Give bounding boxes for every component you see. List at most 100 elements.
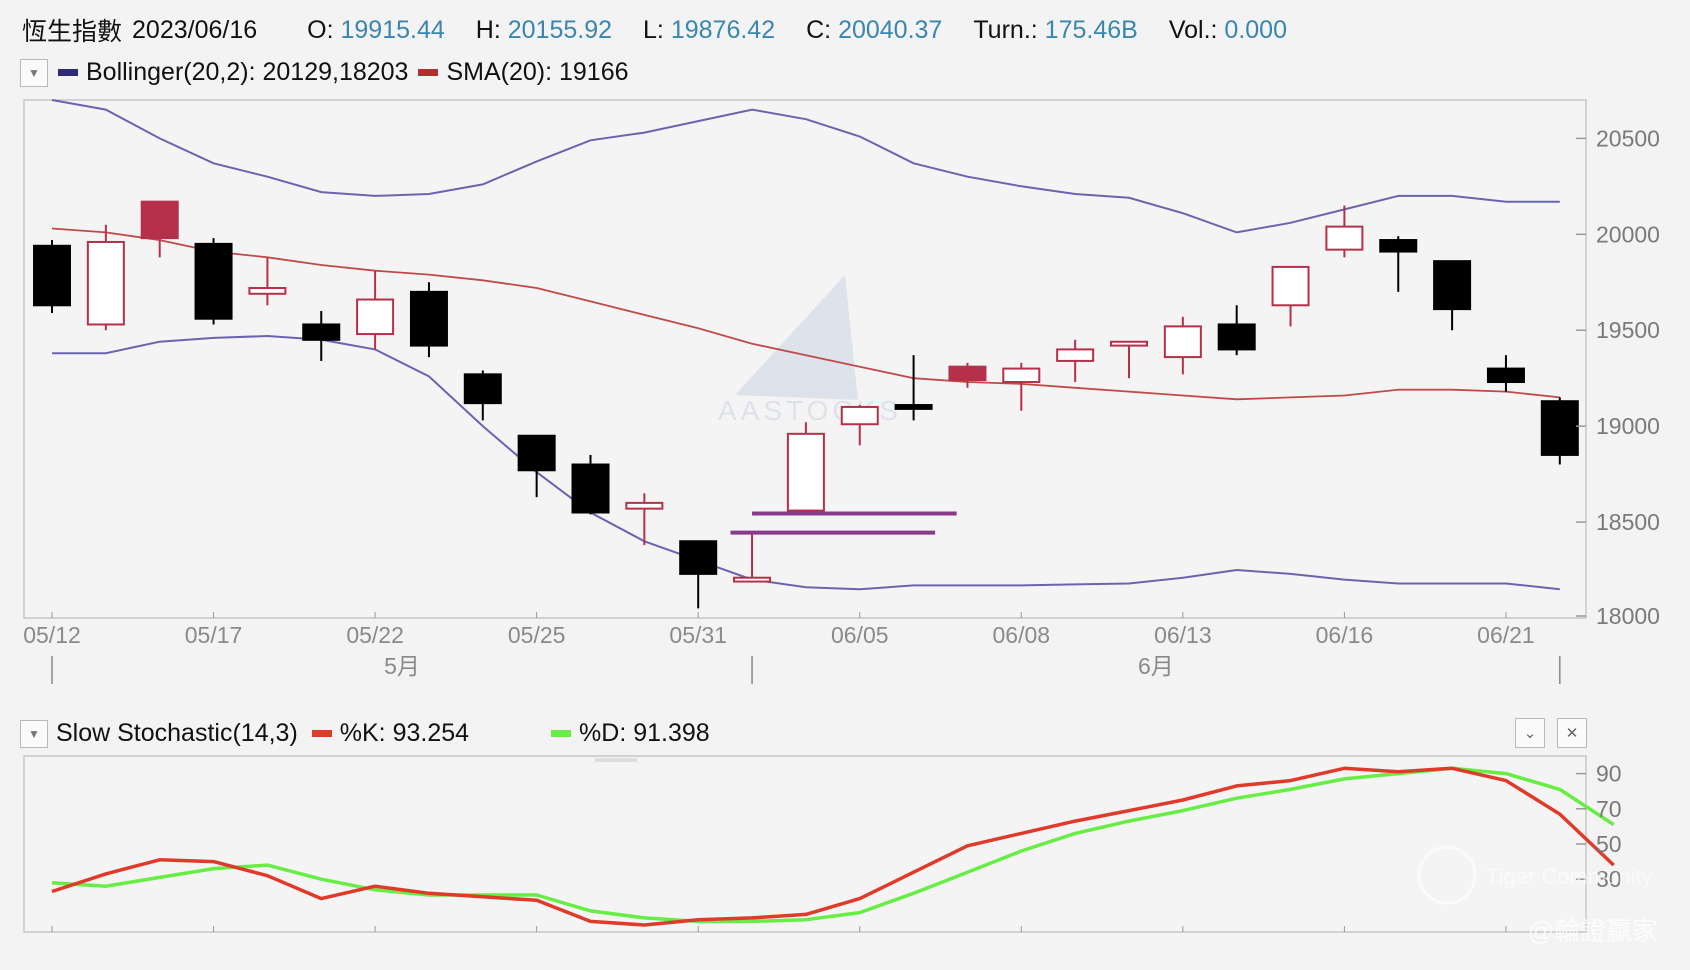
candle-body [140, 200, 179, 240]
candle [1056, 339, 1095, 383]
legend-k: %K: 93.254 [310, 719, 469, 748]
chevron-down-icon: ▼ [28, 65, 40, 80]
quote-high: H: 20155.92 [475, 15, 613, 44]
x-tick-label: 06/13 [1154, 622, 1212, 648]
stochastic-chart: 30 50 70 90 Tiger Community @輪證贏家 [23, 755, 1658, 946]
legend-bollinger: Bollinger(20,2): 20129,18203 [56, 58, 408, 87]
candle [140, 200, 179, 258]
candle-body [1433, 260, 1472, 311]
candle-body [571, 463, 610, 514]
candle-body [1163, 325, 1202, 359]
quote-date: 2023/06/16 [132, 15, 258, 44]
y-tick-label: 18500 [1596, 509, 1660, 535]
candle [356, 270, 395, 350]
candle [463, 370, 502, 421]
main-legend: ▼ Bollinger(20,2): 20129,18203 SMA(20): … [20, 58, 637, 87]
x-tick-label: 06/08 [993, 622, 1051, 648]
candle-body [33, 244, 71, 307]
bollinger-upper-line [51, 99, 1560, 234]
candle [1540, 397, 1579, 465]
candle [571, 454, 610, 515]
month-label: 5月 [384, 653, 420, 679]
legend-d: %D: 91.398 [549, 719, 710, 748]
price-chart: AASTOCKS 1800018500190001950020000205000… [23, 99, 1660, 684]
sma-line [51, 227, 1560, 401]
candle-body [1110, 340, 1148, 347]
candle-body [1217, 323, 1256, 351]
x-tick-label: 06/05 [831, 622, 889, 648]
candle [1379, 236, 1418, 292]
y-tick-label: 20500 [1596, 125, 1660, 151]
candle [1217, 305, 1256, 356]
quote-bar: 恆生指數 2023/06/16 O: 19915.44 H: 20155.92 … [22, 12, 1318, 48]
chevron-down-icon: ▼ [28, 726, 40, 741]
stoch-d-line [51, 766, 1615, 924]
candle-body [786, 432, 825, 512]
candle [840, 405, 879, 446]
candle [625, 493, 664, 546]
candle-body [840, 405, 879, 426]
tiger-logo-icon [1417, 845, 1477, 905]
x-tick-label: 05/17 [185, 622, 243, 648]
candle [1271, 265, 1310, 327]
candle [948, 362, 987, 388]
candle-body [194, 242, 233, 320]
x-tick-label: 05/31 [669, 622, 727, 648]
candle [1110, 340, 1148, 379]
candle-body [948, 365, 987, 382]
legend-swatch-d [551, 730, 572, 737]
candle-body [1271, 265, 1310, 307]
x-tick-label: 06/16 [1316, 622, 1374, 648]
candle [194, 238, 233, 325]
quote-turnover: Turn.: 175.46B [973, 15, 1138, 44]
stoch-legend: ▼ Slow Stochastic(14,3) %K: 93.254 %D: 9… [20, 719, 718, 748]
candle [1163, 316, 1202, 375]
candle-body [409, 290, 448, 347]
candle-body [679, 540, 718, 575]
tiger-community-watermark: Tiger Community [1417, 845, 1653, 905]
candle [1433, 260, 1472, 331]
candle-body [625, 501, 664, 510]
candle [409, 282, 448, 358]
candle [1486, 355, 1525, 392]
x-tick-label: 05/25 [508, 622, 566, 648]
candle-body [302, 323, 341, 341]
quote-open: O: 19915.44 [307, 15, 445, 44]
main-dropdown-button[interactable]: ▼ [20, 58, 48, 87]
candle-body [1002, 367, 1041, 384]
y-tick-label: 19000 [1596, 413, 1660, 439]
candle [248, 257, 287, 306]
candle-body [1325, 225, 1364, 251]
candle-body [1540, 400, 1579, 456]
legend-swatch-k [311, 730, 332, 737]
candle [679, 540, 718, 609]
stoch-plot-area [23, 755, 1587, 933]
candle-body [356, 298, 395, 336]
stoch-dropdown-button[interactable]: ▼ [20, 719, 48, 748]
x-tick-label: 05/22 [346, 622, 404, 648]
pane-resize-handle[interactable] [595, 758, 637, 762]
stoch-title: Slow Stochastic(14,3) [56, 719, 298, 747]
collapse-panel-button[interactable]: ⌄ [1515, 718, 1545, 748]
stoch-y-tick-label: 30 [1596, 866, 1622, 892]
quote-low: L: 19876.42 [643, 15, 776, 44]
legend-sma: SMA(20): 19166 [416, 58, 629, 87]
stoch-y-tick-label: 90 [1596, 761, 1622, 787]
author-watermark: @輪證贏家 [1528, 916, 1658, 946]
candle-body [463, 373, 502, 405]
candle-body [1486, 367, 1525, 384]
stoch-y-tick-label: 70 [1596, 796, 1622, 822]
legend-swatch-bollinger [58, 69, 78, 76]
tiger-community-text: Tiger Community [1486, 864, 1653, 889]
candle [33, 240, 71, 313]
candle-body [733, 576, 772, 583]
candle-body [894, 404, 933, 410]
month-label: 6月 [1138, 653, 1174, 679]
quote-close: C: 20040.37 [806, 15, 943, 44]
close-panel-button[interactable]: ✕ [1557, 718, 1587, 748]
index-name: 恆生指數 [22, 18, 123, 46]
candle-body [1379, 239, 1418, 253]
candle-body [517, 434, 556, 472]
stoch-y-tick-label: 50 [1596, 831, 1622, 857]
legend-swatch-sma [418, 69, 439, 76]
